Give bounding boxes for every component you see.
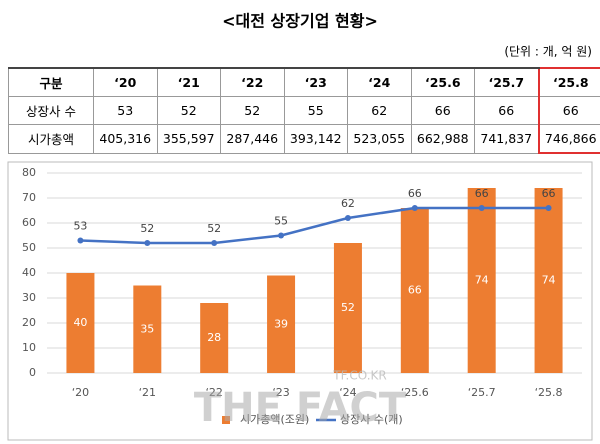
table-cell: 시가총액 <box>8 124 94 154</box>
line-value-label: 55 <box>274 215 288 228</box>
title: <대전 상장기업 현황> <box>222 12 378 31</box>
bar <box>467 188 496 373</box>
table-row: 시가총액 405,316 355,597 287,446 393,142 523,055 6… <box>8 124 600 154</box>
table-cell: ‘23 <box>283 67 348 97</box>
table-cell: ‘25.6 <box>410 67 475 97</box>
table-row: 상장사 수 53 52 52 55 62 66 66 66 <box>8 96 600 125</box>
watermark: THE FACT <box>194 385 407 431</box>
table-cell: 746,866 <box>537 124 600 154</box>
table-cell: 405,316 <box>93 124 158 154</box>
line-point <box>344 215 351 221</box>
x-tick-label: ‘24 <box>339 386 357 399</box>
table-cell: 66 <box>537 96 600 125</box>
y-tick-label: 60 <box>22 216 36 229</box>
y-tick-label: 70 <box>22 191 36 204</box>
line-point <box>144 240 151 246</box>
line-point <box>211 240 218 246</box>
table-cell: 62 <box>347 96 412 125</box>
legend-label: 시가총액(조원) <box>240 413 309 426</box>
line-value-label: 53 <box>73 220 87 233</box>
table-cell: ‘22 <box>220 67 285 97</box>
table-cell: 523,055 <box>347 124 412 154</box>
bar <box>133 285 162 373</box>
x-tick-label: ‘23 <box>272 386 290 399</box>
bar-value-label: 74 <box>542 274 556 287</box>
table-cell: 52 <box>220 96 285 125</box>
y-tick-label: 40 <box>22 266 36 279</box>
table-cell: 66 <box>410 96 475 125</box>
line-point <box>278 232 285 239</box>
table-cell: 393,142 <box>283 124 348 154</box>
x-tick-label: ‘20 <box>72 386 90 399</box>
bar <box>66 273 95 373</box>
line-value-label: 66 <box>408 187 422 200</box>
watermark-small: TF.CO.KR <box>332 369 386 383</box>
table-cell: ‘21 <box>156 67 221 97</box>
line-value-label: 62 <box>341 197 355 210</box>
bar-value-label: 35 <box>140 322 154 335</box>
bar <box>400 208 429 373</box>
bar-value-label: 28 <box>207 331 221 344</box>
x-tick-label: ‘22 <box>205 386 223 399</box>
table-row: 구분 ‘20 ‘21 ‘22 ‘23 ‘24 ‘25.6 ‘25.7 ‘25.8 <box>8 67 600 97</box>
table-cell: 741,837 <box>474 124 539 154</box>
bar-value-label: 66 <box>408 284 422 297</box>
bar <box>333 243 362 373</box>
unit: (단위 : 개, 억 원) <box>504 45 592 59</box>
bar-value-label: 39 <box>274 317 288 330</box>
table-cell: 구분 <box>8 67 94 97</box>
line-point <box>411 205 418 211</box>
table-cell: 287,446 <box>220 124 285 154</box>
table-cell: ‘20 <box>93 67 158 97</box>
legend-swatch <box>222 416 230 424</box>
bar <box>534 188 563 373</box>
line <box>80 206 549 245</box>
legend-label: 상장사 수(개) <box>340 413 403 426</box>
y-tick-label: 10 <box>22 341 36 354</box>
table-cell: 662,988 <box>410 124 475 154</box>
bar-value-label: 40 <box>73 316 87 329</box>
x-tick-label: ‘25.8 <box>535 386 563 399</box>
table-cell: ‘25.7 <box>474 67 539 97</box>
line-value-label: 52 <box>140 222 154 235</box>
y-tick-label: 20 <box>22 316 36 329</box>
line-value-label: 66 <box>475 187 489 200</box>
x-tick-label: ‘21 <box>139 386 157 399</box>
y-tick-label: 30 <box>22 291 36 304</box>
table-cell: 355,597 <box>156 124 221 154</box>
table-cell: 상장사 수 <box>8 96 94 125</box>
line-value-label: 66 <box>542 187 556 200</box>
table-cell: 66 <box>474 96 539 125</box>
x-tick-label: ‘25.7 <box>468 386 496 399</box>
line-point <box>77 237 84 244</box>
x-tick-label: ‘25.6 <box>401 386 429 399</box>
bar <box>267 275 296 373</box>
bar-value-label: 74 <box>475 274 489 287</box>
table-cell: 53 <box>93 96 158 125</box>
table-cell: 52 <box>156 96 221 125</box>
line-value-label: 52 <box>207 222 221 235</box>
line-point <box>545 205 552 211</box>
bar <box>200 303 229 373</box>
line-point <box>478 205 485 211</box>
table-cell: ‘25.8 <box>537 67 600 97</box>
data-table: 구분 ‘20 ‘21 ‘22 ‘23 ‘24 ‘25.6 ‘25.7 ‘25.8 상장사 수 53 5… <box>8 67 600 154</box>
table-cell: 55 <box>283 96 348 125</box>
table-cell: ‘24 <box>347 67 412 97</box>
y-tick-label: 0 <box>29 366 36 379</box>
y-tick-label: 50 <box>22 241 36 254</box>
y-tick-label: 80 <box>22 166 36 179</box>
bar-value-label: 52 <box>341 301 355 314</box>
chart-frame <box>7 161 593 441</box>
